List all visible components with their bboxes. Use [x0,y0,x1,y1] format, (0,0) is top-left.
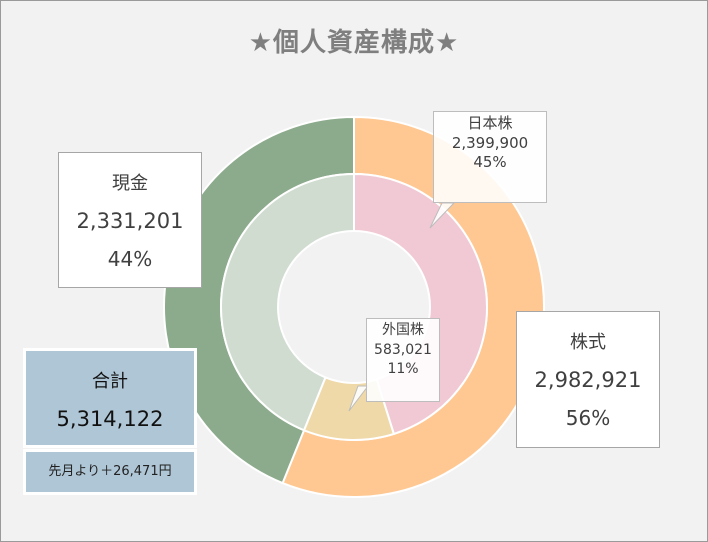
japan-stock-pointer [429,202,456,229]
inner-slice-0 [353,172,488,436]
cash-label-value: 2,331,201 [76,209,184,233]
monthly-diff-box: 先月より＋26,471円 [23,449,197,495]
foreign-stock-label-name: 外国株 [382,322,424,338]
total-summary-box: 合計 5,314,122 [23,348,197,448]
total-value: 5,314,122 [56,407,164,431]
japan-stock-label-name: 日本株 [467,114,513,132]
stock-label-value: 2,982,921 [534,368,642,392]
cash-label-percent: 44% [107,247,153,271]
label-pointers [348,202,456,412]
japan-stock-data-label: 日本株 2,399,900 45% [433,111,547,203]
total-label: 合計 [92,371,128,392]
inner-ring [220,172,488,441]
foreign-stock-label-value: 583,021 [374,342,432,358]
stock-data-label: 株式 2,982,921 56% [516,311,660,448]
inner-slice-2 [220,172,355,432]
foreign-stock-data-label: 外国株 583,021 11% [366,318,440,402]
stock-label-percent: 56% [565,406,611,430]
chart-title: ★個人資産構成★ [248,28,460,58]
foreign-stock-label-percent: 11% [387,361,419,377]
stock-label-name: 株式 [570,332,606,353]
cash-data-label: 現金 2,331,201 44% [58,152,202,288]
cash-label-name: 現金 [112,173,148,194]
foreign-stock-pointer [348,385,370,412]
japan-stock-label-value: 2,399,900 [451,134,529,152]
japan-stock-label-percent: 45% [473,153,507,171]
